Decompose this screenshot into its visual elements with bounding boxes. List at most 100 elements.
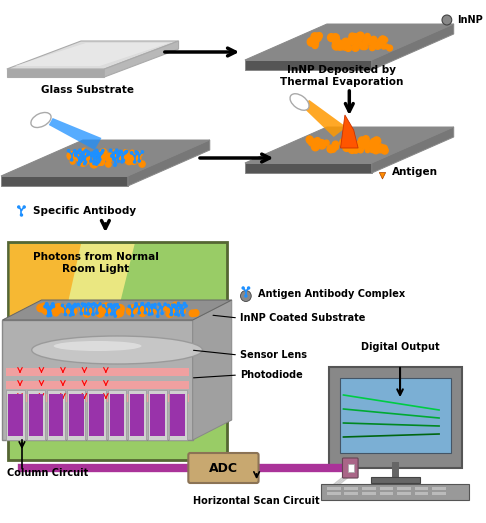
Circle shape [177,302,179,305]
Polygon shape [301,100,347,137]
Polygon shape [15,43,169,66]
FancyBboxPatch shape [67,390,86,440]
Circle shape [379,36,386,44]
FancyBboxPatch shape [148,390,167,440]
Circle shape [46,303,48,305]
Circle shape [116,309,123,316]
Circle shape [82,150,87,155]
Circle shape [48,312,51,314]
Circle shape [312,143,319,151]
Polygon shape [245,127,454,163]
Circle shape [119,306,124,311]
Circle shape [103,303,110,311]
Circle shape [49,312,51,314]
Circle shape [103,154,107,158]
Text: Digital Output: Digital Output [361,342,439,352]
Circle shape [166,305,172,310]
FancyBboxPatch shape [69,394,84,436]
Circle shape [99,158,101,161]
Circle shape [313,37,318,42]
Circle shape [81,303,84,305]
Circle shape [114,163,117,165]
Circle shape [139,304,144,310]
Circle shape [100,154,104,158]
Circle shape [174,304,176,306]
Polygon shape [1,176,128,186]
Circle shape [363,135,369,142]
Circle shape [347,135,355,144]
Circle shape [63,306,71,314]
Polygon shape [104,41,178,77]
Circle shape [144,308,149,313]
Circle shape [116,149,118,151]
Circle shape [72,305,75,307]
FancyBboxPatch shape [6,381,189,389]
Polygon shape [341,115,358,148]
Circle shape [79,155,83,160]
Circle shape [99,154,101,156]
FancyBboxPatch shape [348,464,354,472]
Circle shape [348,145,356,153]
FancyBboxPatch shape [8,242,227,460]
Circle shape [345,44,352,51]
Circle shape [109,304,111,307]
Circle shape [349,33,355,39]
Circle shape [166,310,174,317]
Polygon shape [379,173,386,179]
Circle shape [356,32,364,40]
Circle shape [89,304,91,306]
Circle shape [72,309,77,313]
Circle shape [41,308,45,312]
Circle shape [138,160,140,162]
Circle shape [353,38,362,47]
FancyBboxPatch shape [415,487,428,490]
Circle shape [365,141,371,146]
Circle shape [83,158,88,164]
Circle shape [52,305,58,312]
Circle shape [77,151,79,153]
Circle shape [352,142,358,149]
Polygon shape [7,69,104,77]
Circle shape [97,310,104,317]
Circle shape [312,42,318,49]
Circle shape [90,160,92,162]
Circle shape [189,310,196,316]
Circle shape [54,304,63,312]
Circle shape [81,154,83,156]
Circle shape [359,138,367,146]
Circle shape [119,154,123,159]
Circle shape [100,305,104,310]
Circle shape [92,154,95,156]
FancyBboxPatch shape [345,492,358,495]
FancyBboxPatch shape [432,487,446,490]
Circle shape [118,152,120,154]
Circle shape [371,36,377,42]
Circle shape [37,304,44,312]
Circle shape [51,304,56,310]
Circle shape [105,308,111,314]
Circle shape [335,40,344,49]
Circle shape [130,152,133,154]
FancyBboxPatch shape [327,487,341,490]
Circle shape [328,146,333,152]
Circle shape [160,306,162,309]
Circle shape [103,304,105,307]
Circle shape [442,15,452,25]
FancyBboxPatch shape [345,487,358,490]
Circle shape [38,307,42,311]
Circle shape [84,304,87,306]
Circle shape [309,139,316,146]
Circle shape [149,306,156,314]
Circle shape [111,306,113,308]
Circle shape [314,138,321,144]
Text: Antigen Antibody Complex: Antigen Antibody Complex [258,289,405,299]
Circle shape [345,38,352,46]
Circle shape [139,161,145,167]
Circle shape [141,151,143,153]
Circle shape [370,142,379,151]
Polygon shape [2,300,232,320]
Circle shape [102,149,104,152]
Circle shape [123,150,128,155]
Circle shape [192,310,199,316]
Circle shape [372,146,380,154]
